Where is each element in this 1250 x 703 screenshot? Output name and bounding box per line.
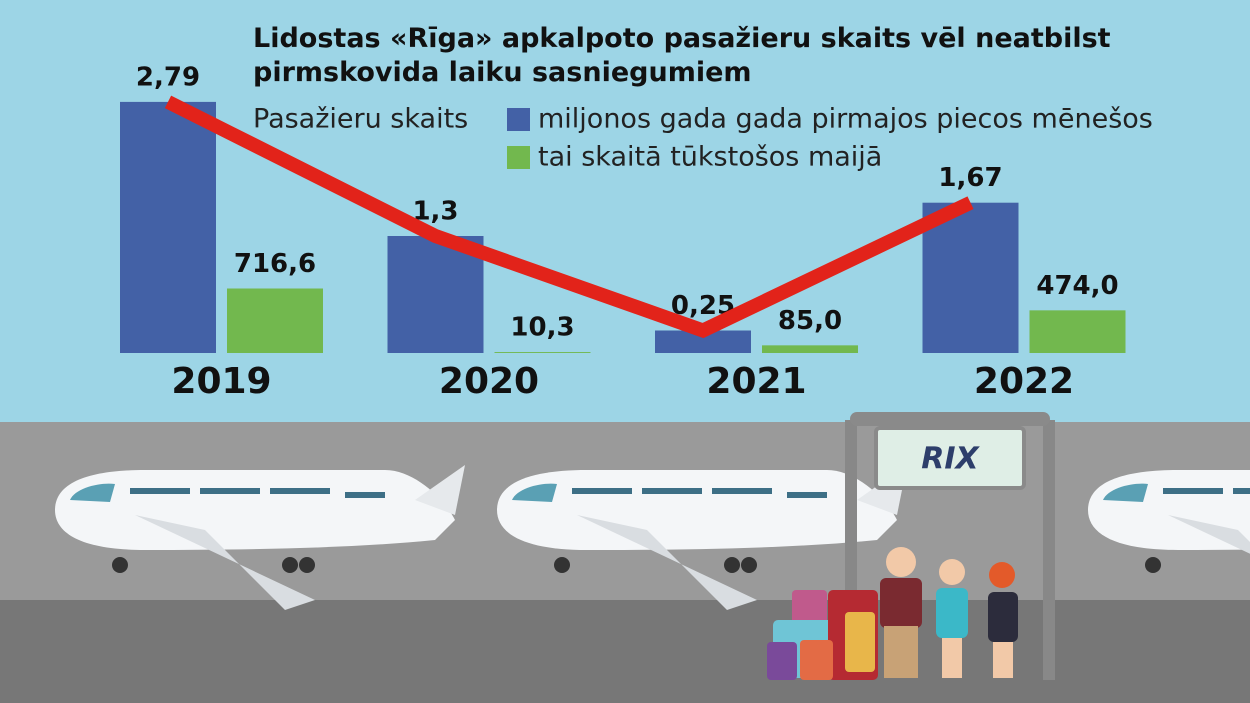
bar	[227, 288, 323, 353]
value-label: 10,3	[510, 313, 574, 343]
bar	[1029, 310, 1126, 353]
bar	[922, 202, 1019, 353]
x-tick-label: 2021	[706, 361, 806, 402]
bar	[762, 345, 858, 353]
legend-swatch	[507, 108, 530, 131]
x-tick-label: 2019	[171, 361, 271, 402]
legend-title: Pasažieru skaits	[253, 104, 468, 135]
x-tick-label: 2020	[439, 361, 539, 402]
legend-swatch	[507, 146, 530, 169]
runway	[0, 600, 1250, 703]
value-label: 474,0	[1036, 271, 1118, 301]
bar	[655, 330, 751, 353]
luggage	[767, 590, 878, 680]
sign-text: RIX	[921, 442, 980, 477]
chart-title: Lidostas «Rīga» apkalpoto pasažieru skai…	[253, 23, 1111, 88]
value-label: 716,6	[234, 249, 316, 279]
value-label: 2,79	[136, 62, 200, 92]
x-tick-label: 2022	[974, 361, 1074, 402]
legend-label: tai skaitā tūkstošos maijā	[538, 142, 882, 173]
value-label: 1,67	[938, 163, 1002, 193]
bar	[120, 101, 216, 354]
bar	[387, 236, 484, 353]
legend-label: miljonos gada gada pirmajos piecos mēneš…	[538, 104, 1153, 135]
people	[880, 547, 1018, 678]
sign: RIX	[845, 412, 1055, 680]
bar	[494, 352, 591, 353]
value-label: 85,0	[778, 306, 842, 336]
trend-line	[164, 95, 974, 339]
